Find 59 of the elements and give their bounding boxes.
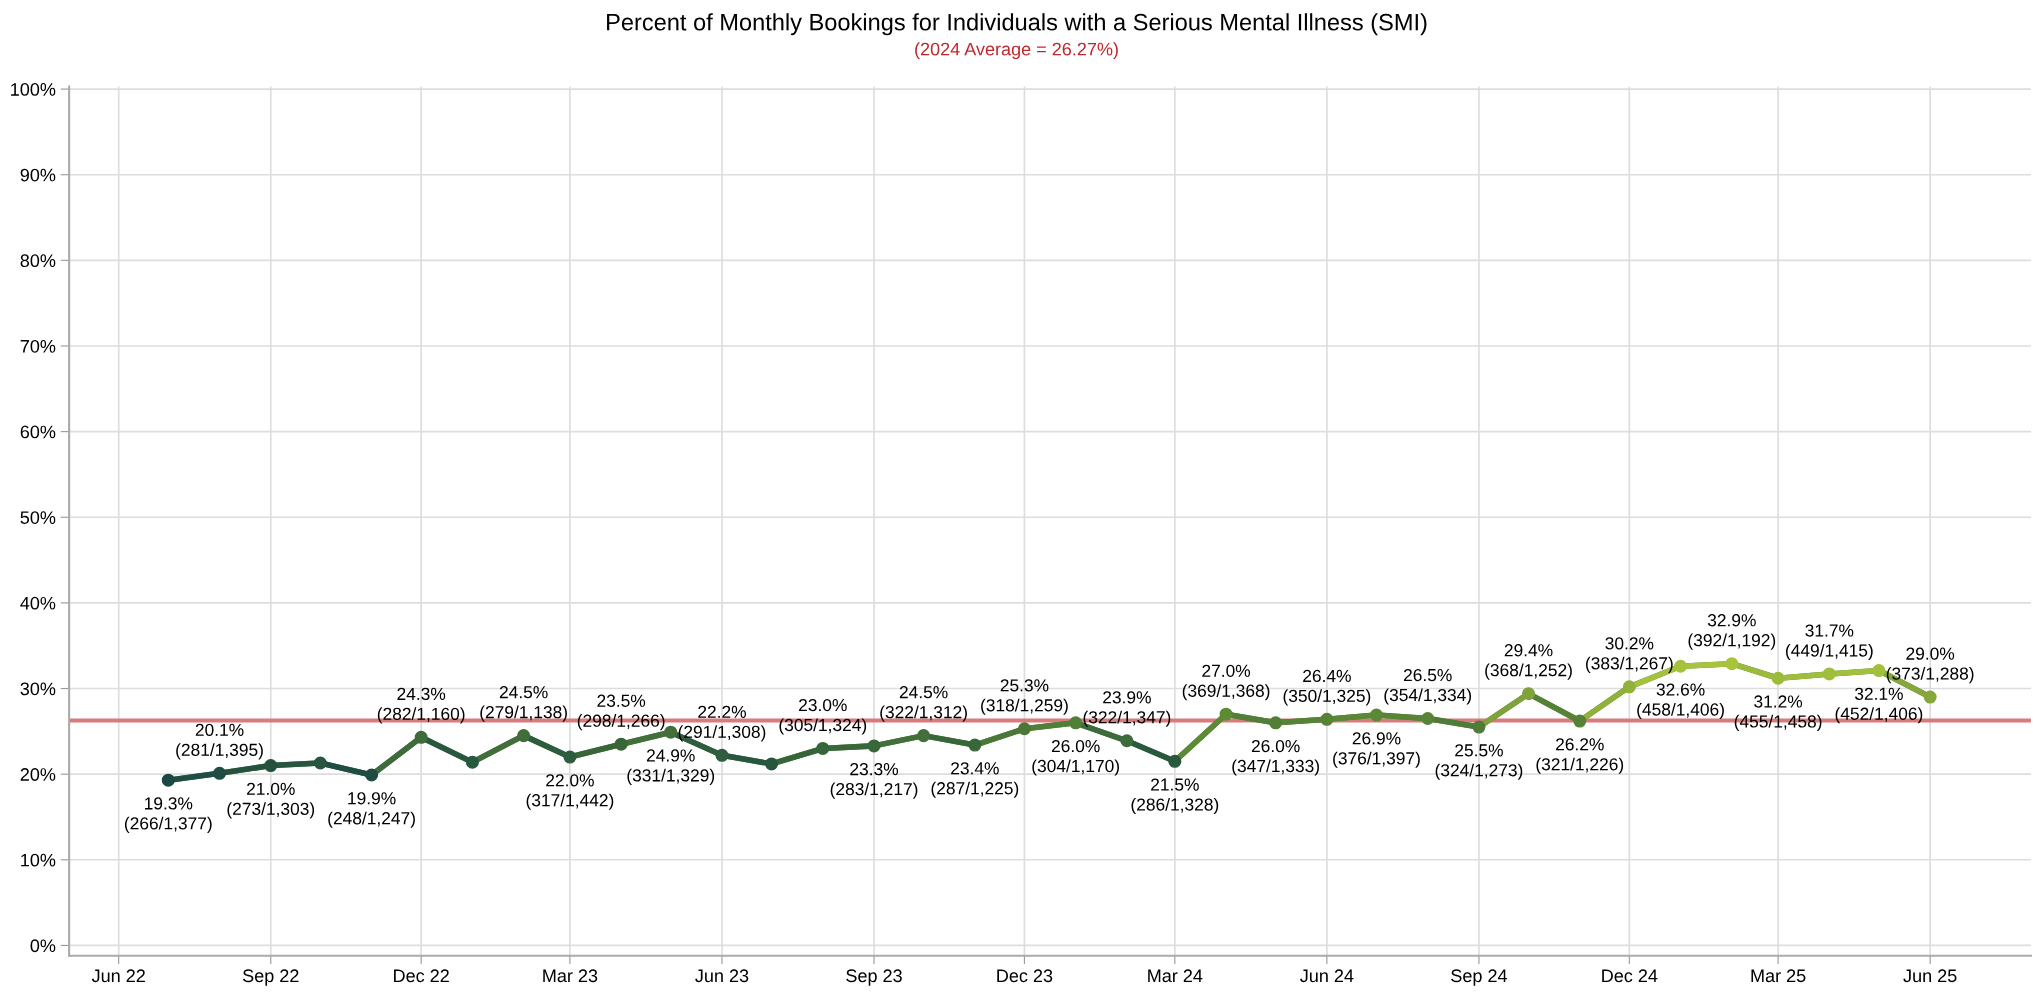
data-label: 29.4% (368/1,252) [1485,644,1572,680]
data-label: 31.2% (455/1,458) [1734,695,1822,732]
x-tick-label: Mar 25 [1751,969,1806,983]
data-label: 26.0% (347/1,333) [1232,739,1319,776]
data-label: 23.0% (305/1,324) [779,698,867,735]
x-tick-label: Sep 23 [846,969,902,986]
y-tick-label: 0% [30,939,56,953]
data-label: 26.0% (304/1,170) [1032,739,1119,776]
x-tick-label: Jun 25 [1903,969,1957,983]
data-label: 23.4% (287/1,225) [931,762,1019,798]
x-tick-label: Jun 22 [91,969,145,983]
chart-title: Percent of Monthly Bookings for Individuals with a Serious Mental Illness (SMI) [607,13,1427,36]
y-tick-label: 10% [21,853,56,867]
y-tick-label: 60% [20,425,56,439]
x-tick-label: Mar 23 [543,969,598,983]
data-label: 24.3% (282/1,160) [377,687,465,724]
x-tick-label: Dec 22 [394,969,449,983]
data-label: 25.3% (318/1,259) [981,679,1068,715]
x-tick-label: Sep 24 [1451,969,1508,986]
data-label: 23.9% (322/1,347) [1083,691,1171,727]
x-tick-label: Jun 23 [695,969,749,983]
data-label: 24.9% (331/1,329) [627,749,715,785]
y-tick-label: 20% [20,768,56,781]
data-label: 29.0% (373/1,288) [1886,647,1974,684]
data-label: 24.5% (322/1,312) [880,686,967,722]
data-label: 19.3% (266/1,377) [124,797,212,833]
data-label: 27.0% (369/1,368) [1182,664,1270,701]
y-tick-label: 50% [20,511,56,524]
y-tick-label: 100% [11,83,56,96]
y-tick-label: 40% [20,596,56,610]
data-label: 23.3% (283/1,217) [830,763,918,799]
data-label: 21.5% (286/1,328) [1131,778,1219,815]
data-label: 26.2% (321/1,226) [1536,738,1624,774]
y-tick-label: 90% [20,168,56,182]
x-tick-label: Dec 23 [997,969,1053,983]
data-label: 21.0% (273/1,303) [227,782,315,819]
data-label: 26.9% (376/1,397) [1333,732,1420,768]
data-label: 26.4% (350/1,325) [1283,669,1371,706]
data-label: 32.9% (392/1,192) [1688,614,1776,650]
y-tick-label: 80% [20,254,56,268]
data-label: 30.2% (383/1,267) [1586,637,1673,673]
data-label: 24.5% (279/1,138) [480,686,567,722]
data-label: 20.1% (281/1,395) [176,723,263,760]
x-tick-label: Sep 22 [242,969,299,986]
data-label: 19.9% (248/1,247) [328,792,415,828]
x-tick-label: Dec 24 [1602,969,1658,983]
data-label: 25.5% (324/1,273) [1435,744,1523,780]
x-tick-label: Mar 24 [1148,969,1203,983]
x-tick-label: Jun 24 [1300,969,1354,983]
data-label: 32.1% (452/1,406) [1835,687,1923,724]
chart-subtitle: (2024 Average = 26.27%) [915,42,1118,60]
data-label: 26.5% (354/1,334) [1384,668,1472,705]
data-label: 22.0% (317/1,442) [526,774,614,810]
data-label: 22.2% (291/1,308) [678,705,766,742]
data-label: 32.6% (458/1,406) [1637,683,1724,720]
y-tick-label: 70% [20,339,56,353]
data-label: 23.5% (298/1,266) [577,694,665,731]
data-label: 31.7% (449/1,415) [1786,624,1873,661]
y-tick-label: 30% [20,682,56,696]
